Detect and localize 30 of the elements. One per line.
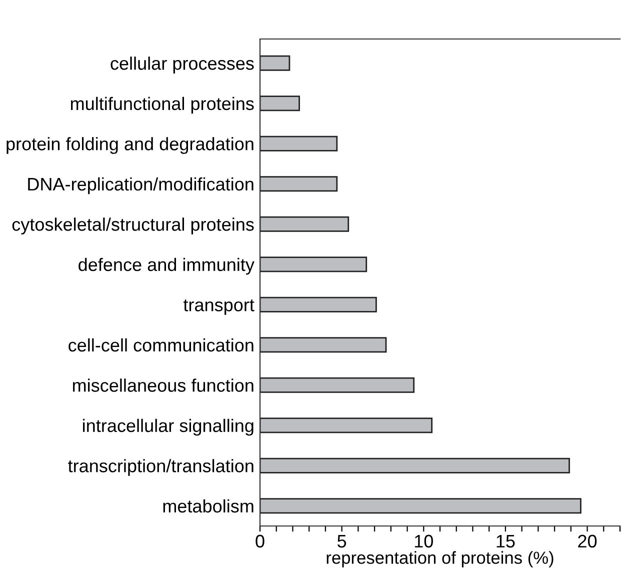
x-tick-label: 5 [338,534,346,548]
bar [260,176,338,192]
y-tick-label: transcription/translation [68,459,254,476]
bar [260,377,415,393]
y-tick-label: transport [183,300,254,315]
x-axis-title: representation of proteins (%) [326,551,554,568]
bar [260,96,300,112]
x-tick-label: 15 [496,534,515,548]
bar [260,216,350,232]
y-tick-label: DNA-replication/modification [28,177,254,194]
bar [260,418,433,434]
bar [260,136,338,152]
x-tick-label: 0 [256,534,264,548]
y-tick-label: cytoskeletal/structural proteins [12,218,254,234]
y-tick-label: miscellaneous function [72,378,254,392]
y-tick-label: defence and immunity [78,258,254,275]
y-tick-label: multifunctional proteins [70,96,254,114]
bar [260,256,368,272]
y-tick-label: cell-cell communication [68,338,254,352]
bar [260,296,377,312]
bar [260,55,290,71]
y-tick-label: protein folding and degradation [6,137,254,154]
bar [260,458,570,474]
y-tick-label: intracellular signalling [83,418,254,436]
y-tick-label: metabolism [163,499,254,513]
x-tick-label: 20 [578,534,597,548]
y-tick-label: cellular processes [110,56,254,74]
x-tick-label: 10 [414,534,433,548]
bar [260,337,387,353]
bar [260,498,582,514]
